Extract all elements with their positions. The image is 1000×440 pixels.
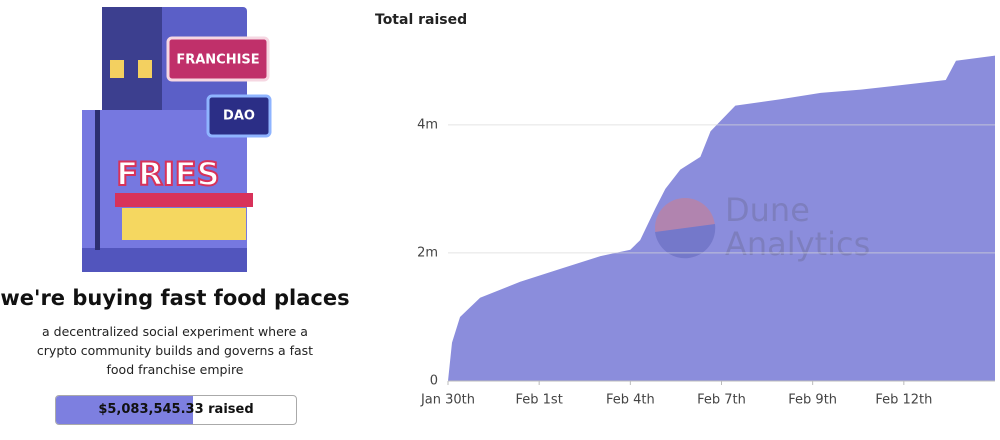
y-tick-label: 4m — [417, 117, 438, 132]
y-tick-label: 0 — [430, 374, 438, 389]
sign-text: FRIES — [116, 155, 219, 193]
heading: we're buying fast food places — [0, 286, 350, 310]
y-tick-label: 2m — [417, 245, 438, 260]
area — [448, 55, 995, 381]
chart-title: Total raised — [375, 12, 467, 28]
sign-text: FRANCHISE — [176, 53, 259, 68]
window — [110, 60, 124, 78]
x-tick-label: Feb 7th — [697, 393, 746, 408]
x-tick-label: Feb 9th — [788, 393, 837, 408]
x-tick-label: Feb 1st — [516, 393, 563, 408]
watermark-logo — [655, 224, 716, 259]
awning — [115, 193, 253, 207]
illustration: FRANCHISE DAO FRIES — [82, 7, 272, 272]
sign-text: DAO — [223, 109, 255, 124]
x-tick-label: Feb 4th — [606, 393, 655, 408]
watermark-text: Dune — [725, 191, 810, 229]
watermark-logo — [655, 198, 715, 258]
x-tick-label: Feb 12th — [875, 393, 932, 408]
progress-bar: $5,083,545.33 raised — [55, 395, 297, 425]
window — [138, 60, 152, 78]
dao-sign — [206, 94, 272, 138]
lamp — [95, 110, 100, 250]
progress-label: $5,083,545.33 raised — [98, 402, 254, 417]
progress-fill — [56, 396, 193, 424]
info-panel: FRANCHISE DAO FRIES we're buying fast fo… — [0, 0, 365, 440]
franchise-sign — [166, 36, 270, 82]
watermark-text: Analytics — [725, 225, 870, 263]
x-tick-label: Jan 30th — [420, 393, 475, 408]
description: a decentralized social experiment where … — [36, 324, 314, 377]
shop-window — [122, 208, 246, 240]
sidewalk — [82, 248, 247, 272]
